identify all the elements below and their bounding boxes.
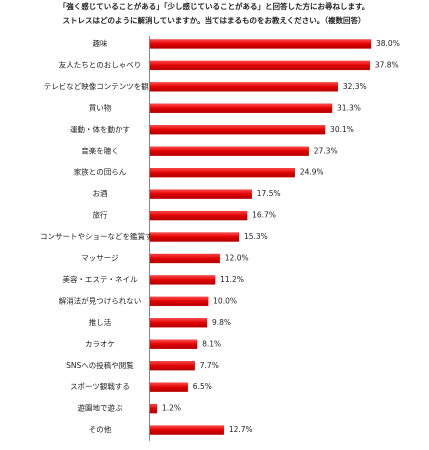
value-label: 9.8% [212, 318, 231, 327]
category-label: 買い物 [89, 102, 112, 112]
value-label: 1.2% [162, 404, 181, 413]
value-label: 27.3% [314, 146, 338, 155]
chart-subtitle: ストレスはどのように解消していますか。当てはまるものをお教えください。（複数回答… [63, 15, 366, 25]
value-label: 12.0% [225, 254, 249, 263]
category-label: 遊園地で遊ぶ [78, 403, 123, 413]
category-label: テレビなど映像コンテンツを観る [44, 81, 157, 91]
category-label: 解消法が見つけられない [59, 295, 142, 305]
value-label: 12.7% [229, 425, 253, 434]
bar [149, 296, 209, 307]
value-label: 37.8% [375, 60, 399, 69]
value-label: 16.7% [252, 211, 276, 220]
bar [149, 361, 195, 371]
value-label: 32.3% [343, 82, 367, 91]
bar [149, 168, 295, 178]
value-label: 24.9% [300, 168, 324, 177]
category-label: お酒 [93, 189, 108, 198]
bar [149, 210, 248, 221]
bar [149, 232, 240, 242]
category-label: 運動・体を動かす [70, 124, 130, 134]
value-label: 6.5% [193, 382, 212, 391]
bar [149, 125, 326, 135]
category-label: 音楽を聴く [81, 145, 119, 155]
bar [149, 275, 216, 285]
value-label: 30.1% [330, 125, 354, 134]
category-label: 推し活 [89, 317, 112, 327]
bar [149, 339, 198, 349]
bar [149, 146, 309, 156]
bar [149, 318, 208, 328]
value-label: 31.3% [337, 103, 361, 112]
value-label: 7.7% [200, 361, 219, 370]
value-label: 15.3% [244, 232, 268, 241]
chart-title: 「強く感じていることがある」「少し感じていることがある」と回答した方にお尋ねしま… [59, 1, 370, 11]
category-label: カラオケ [85, 339, 115, 348]
bar [149, 82, 339, 92]
value-label: 17.5% [257, 189, 281, 198]
bar [149, 253, 220, 264]
bar [149, 103, 333, 113]
category-label: スポーツ観戦する [70, 381, 130, 391]
category-label: その他 [89, 424, 112, 434]
bar [149, 425, 225, 435]
value-label: 10.0% [213, 296, 237, 305]
category-label: マッサージ [81, 254, 119, 263]
category-label: 趣味 [93, 38, 108, 48]
category-label: SNSへの投稿や閲覧 [66, 360, 134, 370]
value-label: 11.2% [220, 275, 244, 284]
bar [149, 382, 188, 392]
bar [149, 39, 372, 49]
value-label: 8.1% [202, 339, 221, 348]
category-label: 家族との団らん [74, 167, 127, 177]
category-label: 友人たちとのおしゃべり [59, 59, 141, 69]
bar [149, 189, 252, 199]
value-label: 38.0% [376, 39, 400, 48]
bar [149, 403, 158, 414]
category-label: コンサートやショーなどを鑑賞する [40, 231, 160, 241]
bar [149, 60, 370, 71]
category-label: 旅行 [93, 210, 108, 220]
category-label: 美容・エステ・ネイル [63, 274, 138, 284]
